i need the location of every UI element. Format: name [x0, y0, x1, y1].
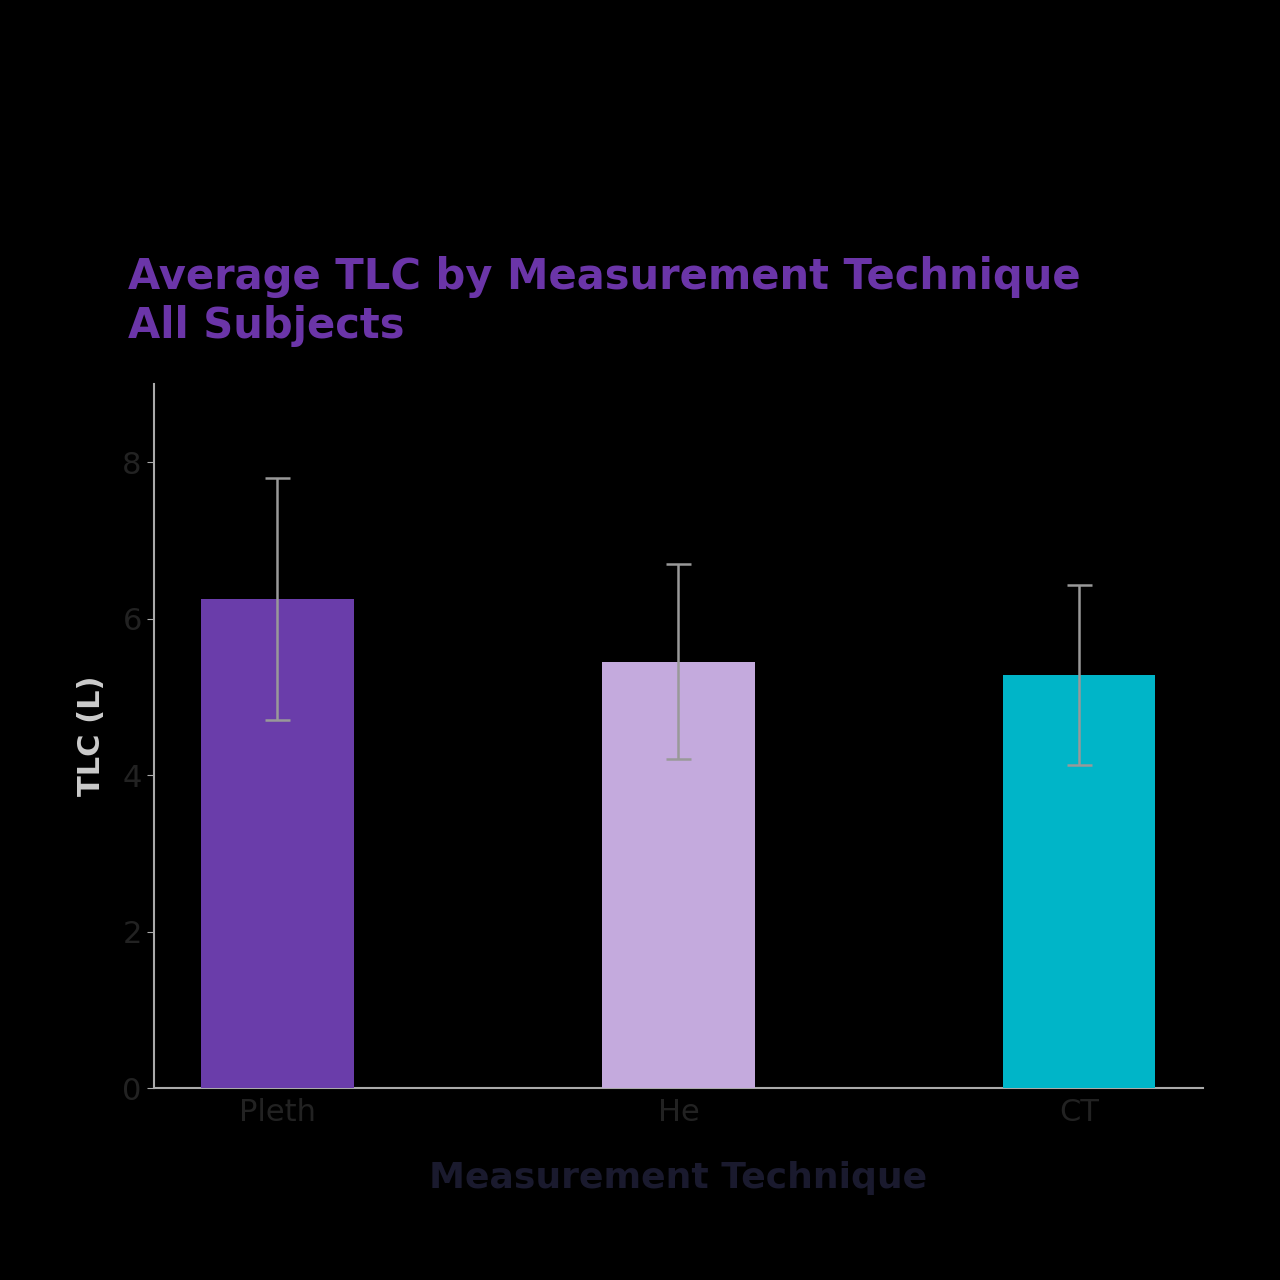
Bar: [602, 662, 755, 1088]
Text: Average TLC by Measurement Technique
All Subjects: Average TLC by Measurement Technique All…: [128, 256, 1080, 347]
Bar: [201, 599, 353, 1088]
X-axis label: Measurement Technique: Measurement Technique: [429, 1161, 928, 1196]
Bar: [1004, 675, 1156, 1088]
Y-axis label: TLC (L): TLC (L): [77, 676, 106, 796]
